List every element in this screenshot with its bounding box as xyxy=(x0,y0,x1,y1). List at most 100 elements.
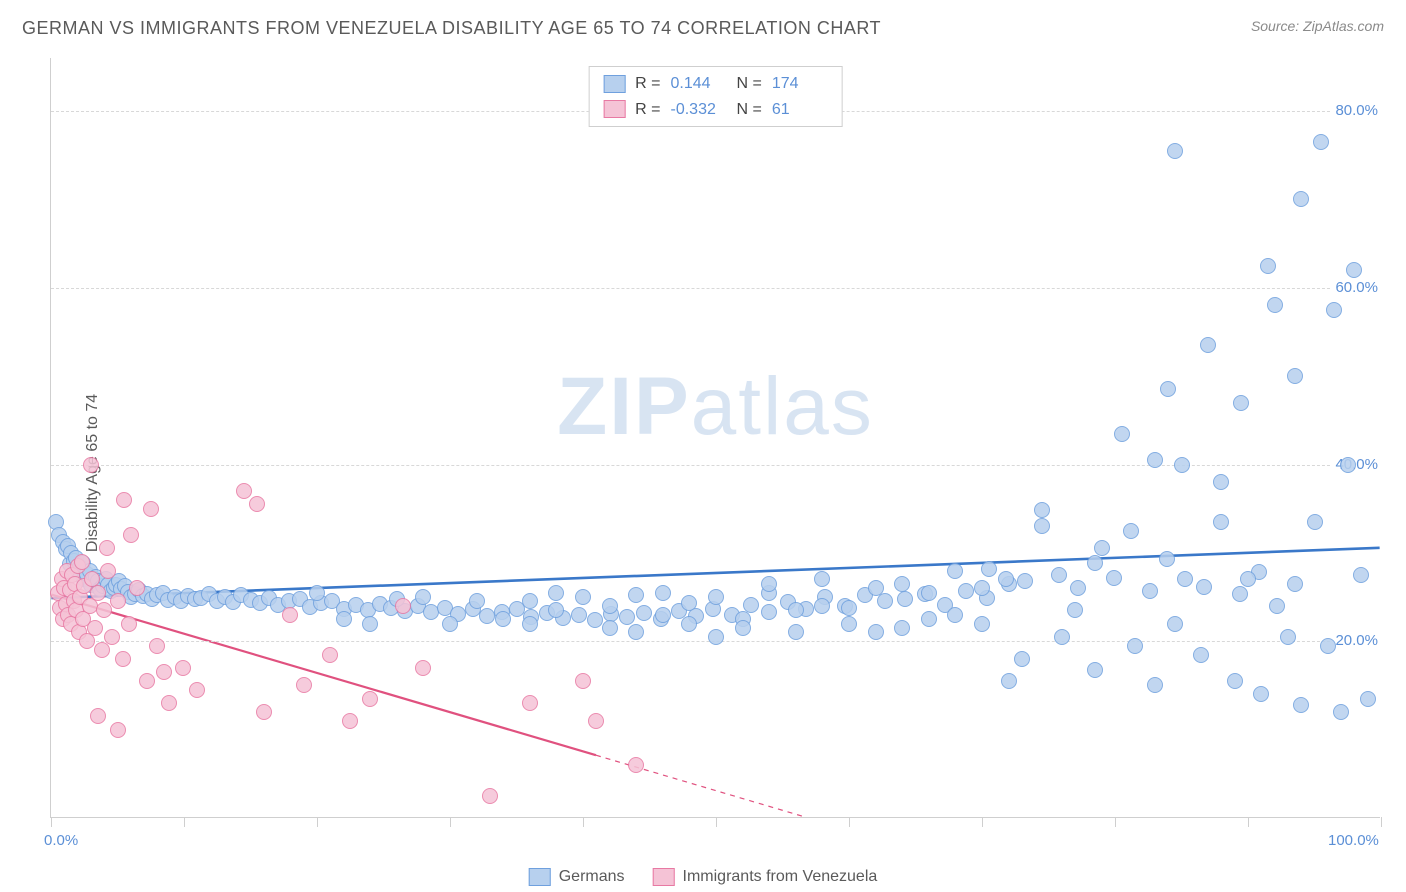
scatter-point xyxy=(1269,598,1285,614)
scatter-point xyxy=(655,585,671,601)
scatter-point xyxy=(495,611,511,627)
n-label: N = xyxy=(737,97,762,123)
scatter-point xyxy=(1240,571,1256,587)
scatter-point xyxy=(1167,616,1183,632)
scatter-point xyxy=(522,695,538,711)
scatter-point xyxy=(121,616,137,632)
scatter-point xyxy=(587,612,603,628)
legend-item: Germans xyxy=(529,868,625,886)
scatter-point xyxy=(619,609,635,625)
scatter-point xyxy=(958,583,974,599)
legend-swatch xyxy=(653,868,675,886)
scatter-point xyxy=(362,616,378,632)
x-tick xyxy=(849,817,850,827)
scatter-point xyxy=(90,708,106,724)
scatter-point xyxy=(1034,502,1050,518)
legend-item: Immigrants from Venezuela xyxy=(653,868,878,886)
scatter-point xyxy=(282,607,298,623)
x-tick xyxy=(1248,817,1249,827)
scatter-point xyxy=(115,651,131,667)
scatter-point xyxy=(1001,673,1017,689)
scatter-point xyxy=(636,605,652,621)
scatter-point xyxy=(189,682,205,698)
chart-title: GERMAN VS IMMIGRANTS FROM VENEZUELA DISA… xyxy=(22,18,881,39)
scatter-point xyxy=(362,691,378,707)
scatter-point xyxy=(681,616,697,632)
scatter-point xyxy=(814,598,830,614)
scatter-point xyxy=(974,616,990,632)
scatter-point xyxy=(342,713,358,729)
scatter-point xyxy=(548,585,564,601)
scatter-point xyxy=(1147,677,1163,693)
scatter-point xyxy=(868,580,884,596)
scatter-point xyxy=(1087,662,1103,678)
scatter-point xyxy=(1106,570,1122,586)
scatter-point xyxy=(74,554,90,570)
scatter-point xyxy=(1260,258,1276,274)
n-label: N = xyxy=(737,71,762,97)
scatter-point xyxy=(99,540,115,556)
scatter-point xyxy=(628,624,644,640)
scatter-point xyxy=(1114,426,1130,442)
scatter-point xyxy=(628,757,644,773)
scatter-point xyxy=(1340,457,1356,473)
x-tick xyxy=(51,817,52,827)
scatter-point xyxy=(894,620,910,636)
scatter-point xyxy=(921,611,937,627)
legend-swatch xyxy=(603,100,625,118)
scatter-point xyxy=(921,585,937,601)
scatter-point xyxy=(868,624,884,640)
scatter-point xyxy=(522,593,538,609)
source-attribution: Source: ZipAtlas.com xyxy=(1251,18,1384,34)
scatter-point xyxy=(90,585,106,601)
scatter-point xyxy=(104,629,120,645)
scatter-point xyxy=(947,563,963,579)
x-tick xyxy=(450,817,451,827)
x-tick xyxy=(1115,817,1116,827)
x-tick xyxy=(982,817,983,827)
scatter-point xyxy=(149,638,165,654)
scatter-point xyxy=(814,571,830,587)
watermark: ZIPatlas xyxy=(557,360,874,454)
y-tick-label: 80.0% xyxy=(1331,102,1382,119)
scatter-point xyxy=(761,576,777,592)
scatter-point xyxy=(1127,638,1143,654)
scatter-point xyxy=(116,492,132,508)
scatter-point xyxy=(571,607,587,623)
scatter-point xyxy=(575,589,591,605)
scatter-point xyxy=(256,704,272,720)
scatter-point xyxy=(1232,586,1248,602)
n-value: 174 xyxy=(772,71,828,97)
scatter-point xyxy=(1054,629,1070,645)
x-tick xyxy=(317,817,318,827)
r-label: R = xyxy=(635,71,660,97)
scatter-point xyxy=(1160,381,1176,397)
scatter-point xyxy=(87,620,103,636)
scatter-point xyxy=(788,624,804,640)
scatter-point xyxy=(602,598,618,614)
scatter-point xyxy=(123,527,139,543)
scatter-point xyxy=(442,616,458,632)
scatter-point xyxy=(947,607,963,623)
scatter-point xyxy=(482,788,498,804)
scatter-point xyxy=(1287,368,1303,384)
scatter-point xyxy=(175,660,191,676)
scatter-point xyxy=(1333,704,1349,720)
legend-swatch xyxy=(529,868,551,886)
scatter-point xyxy=(322,647,338,663)
scatter-point xyxy=(1346,262,1362,278)
regression-lines xyxy=(51,58,1380,817)
scatter-point xyxy=(877,593,893,609)
scatter-point xyxy=(522,616,538,632)
scatter-point xyxy=(1253,686,1269,702)
scatter-point xyxy=(309,585,325,601)
r-label: R = xyxy=(635,97,660,123)
scatter-point xyxy=(1087,555,1103,571)
scatter-point xyxy=(981,561,997,577)
scatter-point xyxy=(1159,551,1175,567)
scatter-point xyxy=(897,591,913,607)
scatter-point xyxy=(588,713,604,729)
scatter-point xyxy=(841,616,857,632)
scatter-point xyxy=(161,695,177,711)
legend-label: Germans xyxy=(559,868,625,885)
